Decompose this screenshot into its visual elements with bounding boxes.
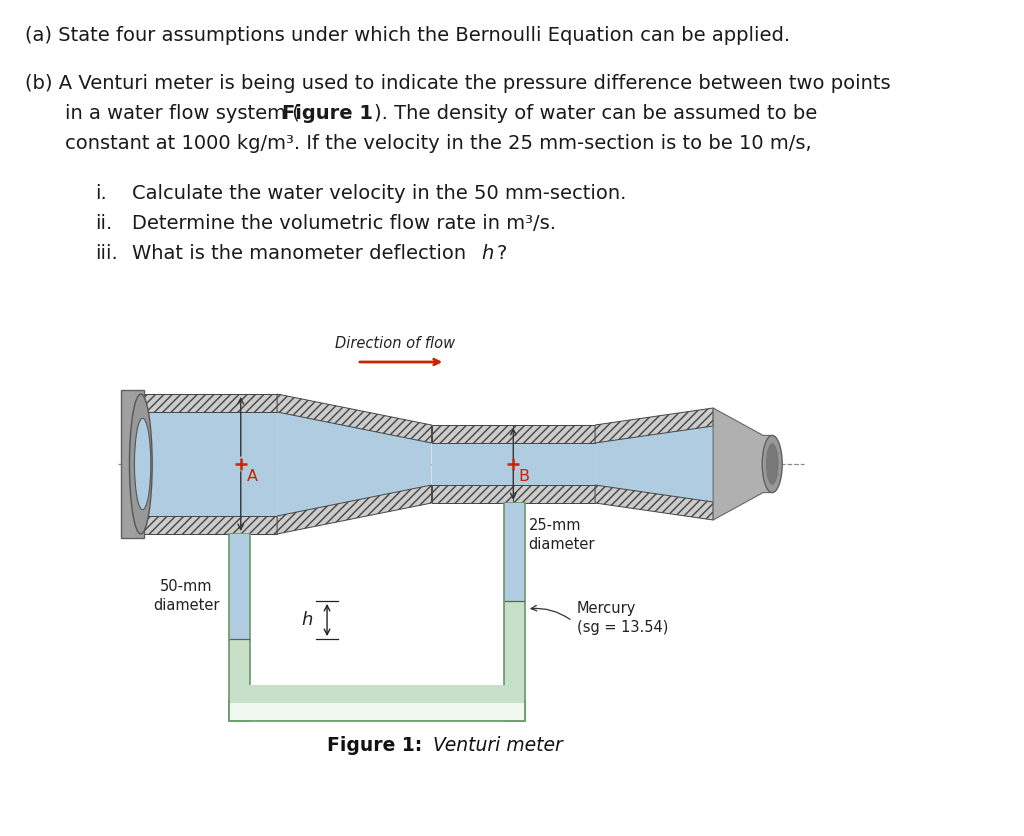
Text: constant at 1000 kg/m³. If the velocity in the 25 mm-section is to be 10 m/s,: constant at 1000 kg/m³. If the velocity … <box>66 134 812 153</box>
Bar <box>513 443 595 485</box>
Text: (a) State four assumptions under which the Bernoulli Equation can be applied.: (a) State four assumptions under which t… <box>26 26 791 45</box>
Bar <box>229 534 250 721</box>
Ellipse shape <box>762 436 782 492</box>
Polygon shape <box>513 485 595 503</box>
Ellipse shape <box>766 443 778 485</box>
Text: (b) A Venturi meter is being used to indicate the pressure difference between tw: (b) A Venturi meter is being used to ind… <box>26 74 891 93</box>
Text: ?: ? <box>497 244 507 263</box>
Text: Figure 1: Figure 1 <box>282 104 373 123</box>
Polygon shape <box>141 516 278 534</box>
Polygon shape <box>513 425 595 443</box>
Text: h: h <box>481 244 494 263</box>
Ellipse shape <box>134 418 151 510</box>
Text: Calculate the water velocity in the 50 mm-section.: Calculate the water velocity in the 50 m… <box>132 184 626 203</box>
Bar <box>229 701 525 721</box>
Polygon shape <box>431 485 513 503</box>
Text: ii.: ii. <box>95 214 113 233</box>
Bar <box>141 412 278 516</box>
Polygon shape <box>595 426 713 502</box>
Bar <box>505 503 524 601</box>
Polygon shape <box>278 485 431 534</box>
Bar <box>229 639 249 703</box>
Bar <box>431 443 513 485</box>
Bar <box>505 503 524 720</box>
Text: A: A <box>247 469 258 484</box>
Polygon shape <box>595 485 713 520</box>
Ellipse shape <box>129 394 153 534</box>
Text: 50-mm
diameter: 50-mm diameter <box>153 579 219 613</box>
Text: Mercury
(sg = 13.54): Mercury (sg = 13.54) <box>577 601 669 635</box>
Bar <box>505 601 524 703</box>
Polygon shape <box>278 394 431 443</box>
Text: Venturi meter: Venturi meter <box>427 736 563 755</box>
Text: i.: i. <box>95 184 108 203</box>
Text: Direction of flow: Direction of flow <box>335 336 456 351</box>
Bar <box>229 702 524 720</box>
Text: ). The density of water can be assumed to be: ). The density of water can be assumed t… <box>375 104 817 123</box>
Polygon shape <box>713 408 772 520</box>
Text: 25-mm
diameter: 25-mm diameter <box>528 518 595 552</box>
Text: What is the manometer deflection: What is the manometer deflection <box>132 244 472 263</box>
Bar <box>504 503 525 721</box>
Text: iii.: iii. <box>95 244 118 263</box>
Text: in a water flow system (: in a water flow system ( <box>66 104 300 123</box>
Polygon shape <box>431 425 513 443</box>
Polygon shape <box>595 408 713 443</box>
Bar <box>229 534 249 639</box>
Text: h: h <box>301 611 312 629</box>
Text: B: B <box>519 469 529 484</box>
Bar <box>229 685 524 703</box>
Text: Figure 1:: Figure 1: <box>328 736 423 755</box>
Bar <box>229 534 249 720</box>
Bar <box>121 390 143 538</box>
Polygon shape <box>141 394 278 412</box>
Polygon shape <box>278 412 431 516</box>
Text: Determine the volumetric flow rate in m³/s.: Determine the volumetric flow rate in m³… <box>132 214 556 233</box>
